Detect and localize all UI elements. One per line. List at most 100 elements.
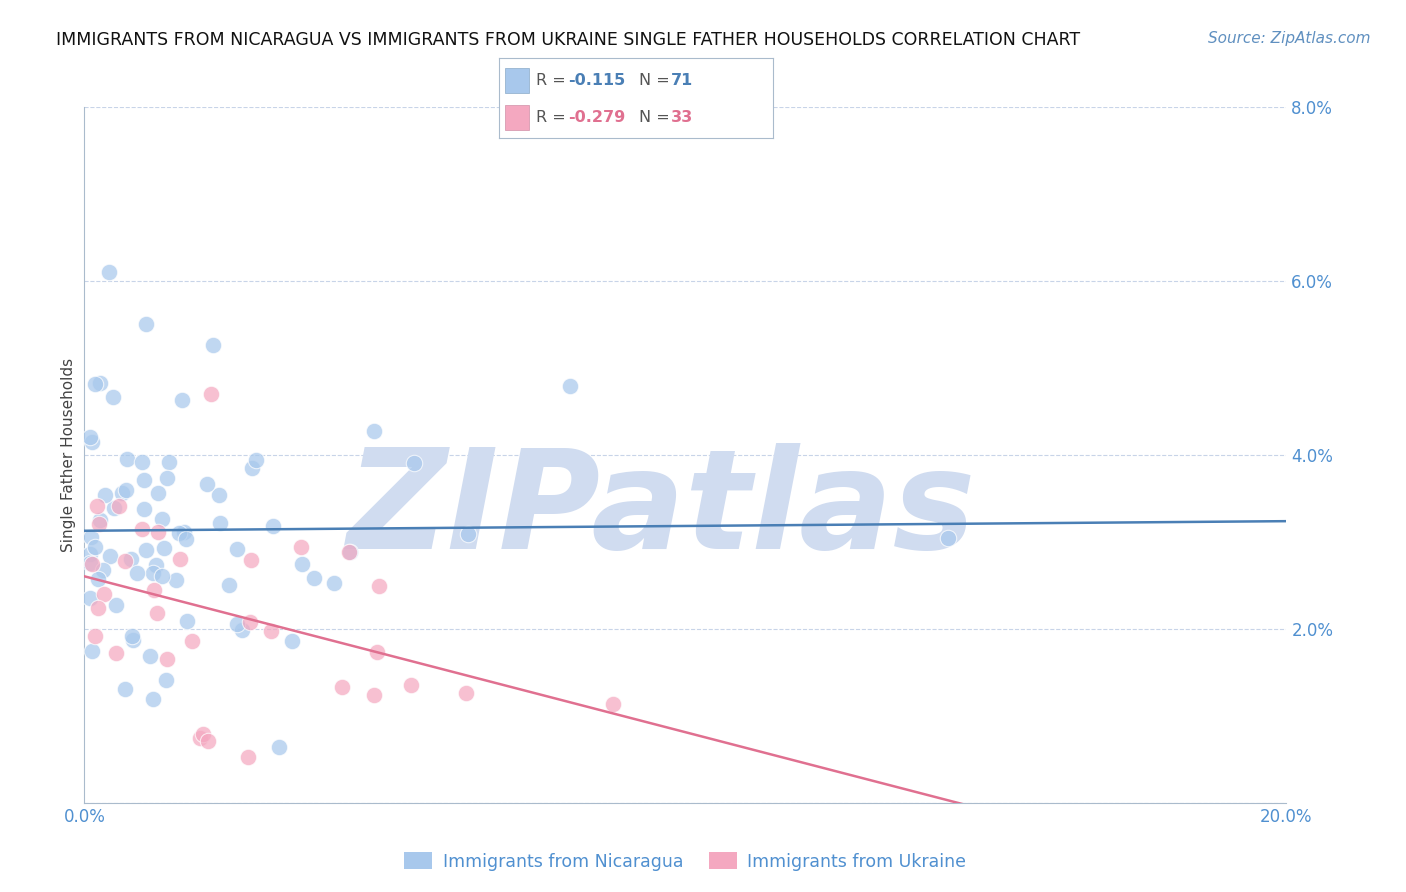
Point	[240, 460, 263, 475]
Point	[337, 545, 360, 559]
Point	[225, 616, 247, 631]
Point	[91, 563, 114, 577]
Text: R =: R =	[536, 110, 571, 125]
Point	[134, 502, 156, 516]
Point	[120, 552, 142, 566]
Point	[139, 648, 162, 663]
Point	[114, 682, 136, 697]
Point	[602, 697, 624, 711]
Point	[127, 566, 149, 581]
Point	[84, 629, 107, 643]
Point	[142, 582, 165, 597]
Point	[148, 524, 170, 539]
Point	[454, 686, 477, 700]
Point	[167, 525, 190, 540]
Point	[153, 541, 176, 556]
Point	[121, 629, 143, 643]
Text: -0.115: -0.115	[568, 73, 624, 88]
Point	[231, 623, 253, 637]
Point	[142, 566, 165, 580]
Point	[245, 453, 267, 467]
Point	[169, 552, 191, 566]
Point	[132, 474, 155, 488]
Point	[262, 519, 284, 533]
Point	[176, 532, 198, 546]
Point	[363, 688, 385, 702]
Point	[114, 483, 136, 497]
Text: N =: N =	[638, 110, 675, 125]
Point	[135, 543, 157, 558]
Point	[93, 587, 115, 601]
Point	[104, 598, 127, 612]
Point	[97, 265, 120, 279]
Point	[302, 571, 325, 585]
Point	[218, 577, 240, 591]
Point	[291, 557, 314, 571]
Point	[173, 525, 195, 540]
Point	[150, 512, 173, 526]
Point	[87, 572, 110, 586]
Point	[558, 378, 581, 392]
Bar	[505, 68, 529, 94]
Point	[202, 338, 225, 352]
Point	[142, 692, 165, 706]
Point	[197, 733, 219, 747]
Text: N =: N =	[638, 73, 675, 88]
Point	[269, 739, 291, 754]
Text: 33: 33	[671, 110, 693, 125]
Point	[200, 387, 222, 401]
Point	[82, 435, 104, 450]
Point	[145, 558, 167, 573]
Point	[115, 452, 138, 467]
Point	[152, 569, 174, 583]
Point	[135, 317, 157, 331]
Bar	[505, 104, 529, 130]
Point	[101, 390, 124, 404]
Point	[290, 540, 312, 554]
Text: R =: R =	[536, 73, 571, 88]
Point	[79, 430, 101, 444]
Point	[363, 424, 385, 438]
Point	[339, 545, 361, 559]
Point	[936, 532, 959, 546]
Y-axis label: Single Father Households: Single Father Households	[60, 358, 76, 552]
Point	[366, 645, 388, 659]
Point	[146, 607, 169, 621]
Point	[79, 530, 101, 544]
Point	[86, 500, 108, 514]
Point	[84, 541, 107, 555]
Point	[114, 554, 136, 568]
Point	[399, 678, 422, 692]
Point	[79, 556, 101, 570]
Point	[156, 652, 179, 666]
Point	[121, 633, 143, 648]
Point	[103, 501, 125, 516]
Point	[193, 727, 215, 741]
Point	[330, 680, 353, 694]
Point	[181, 633, 204, 648]
Point	[87, 516, 110, 531]
Legend: Immigrants from Nicaragua, Immigrants from Ukraine: Immigrants from Nicaragua, Immigrants fr…	[398, 846, 973, 878]
Point	[89, 513, 111, 527]
Point	[79, 591, 101, 605]
Point	[157, 454, 180, 468]
Point	[87, 601, 110, 615]
Point	[195, 476, 218, 491]
Point	[111, 486, 134, 500]
Point	[404, 457, 426, 471]
Point	[208, 488, 231, 502]
Point	[188, 731, 211, 745]
Point	[131, 455, 153, 469]
Point	[260, 624, 283, 638]
Point	[89, 376, 111, 391]
Text: IMMIGRANTS FROM NICARAGUA VS IMMIGRANTS FROM UKRAINE SINGLE FATHER HOUSEHOLDS CO: IMMIGRANTS FROM NICARAGUA VS IMMIGRANTS …	[56, 31, 1080, 49]
Point	[165, 573, 187, 587]
Point	[93, 488, 115, 502]
Point	[155, 673, 177, 687]
Point	[368, 579, 391, 593]
Point	[80, 557, 103, 571]
Text: 71: 71	[671, 73, 693, 88]
Point	[79, 548, 101, 562]
Text: ZIPatlas: ZIPatlas	[347, 443, 976, 578]
Point	[226, 541, 249, 556]
